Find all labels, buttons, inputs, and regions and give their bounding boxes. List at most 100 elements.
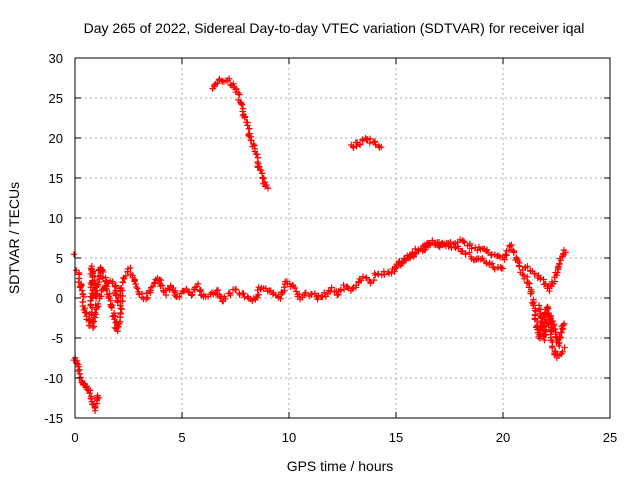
x-tick-label: 15 [389, 430, 403, 445]
data-point [562, 249, 569, 256]
data-point [311, 290, 319, 297]
data-point [102, 278, 109, 285]
data-point [554, 269, 561, 276]
data-point [547, 312, 554, 320]
data-point [94, 300, 102, 308]
data-point [257, 166, 265, 174]
series-arc-spikes [85, 262, 126, 335]
data-point [191, 286, 198, 294]
data-point [114, 328, 121, 335]
data-point [426, 241, 434, 248]
data-point [549, 317, 557, 325]
data-point [138, 290, 146, 298]
y-tick-label: 30 [49, 51, 63, 66]
axis-ticks: 0 5 10 15 20 25 -15 -10 -5 0 5 10 15 20 25 30 [44, 51, 617, 445]
data-point [381, 271, 388, 278]
data-point [561, 344, 568, 351]
data-point [375, 270, 382, 278]
data-point [240, 290, 247, 297]
data-point [103, 286, 110, 294]
data-point [87, 293, 94, 300]
data-point [460, 238, 467, 245]
series-arc-upper-band [393, 236, 506, 271]
data-point [556, 342, 563, 350]
data-point [458, 247, 466, 255]
data-point [372, 141, 379, 148]
data-point [344, 283, 351, 291]
data-point [122, 272, 129, 280]
data-point [541, 336, 548, 344]
data-point [423, 240, 431, 247]
data-point [92, 403, 99, 411]
data-point [301, 289, 309, 297]
series-arc-mid-high [348, 134, 385, 151]
data-point [510, 249, 518, 256]
data-point [247, 136, 254, 144]
data-point [531, 305, 539, 312]
data-point [227, 81, 234, 89]
series-arc-early-negative [70, 354, 102, 414]
data-point [98, 293, 105, 300]
data-point [356, 140, 364, 148]
data-point [255, 291, 262, 299]
data-point [232, 286, 240, 293]
x-tick-label: 5 [178, 430, 185, 445]
data-point [86, 390, 93, 397]
data-point [533, 323, 541, 330]
data-point [149, 283, 157, 290]
data-point [118, 305, 125, 313]
data-point [277, 295, 284, 302]
series-arc-late-dive [535, 302, 568, 350]
data-point [151, 280, 158, 287]
data-point [227, 291, 234, 299]
data-point [357, 277, 365, 284]
data-point [535, 305, 543, 313]
data-point [98, 267, 106, 274]
data-point [559, 348, 566, 356]
data-point [280, 284, 288, 291]
data-point [188, 292, 195, 299]
data-point [244, 122, 251, 129]
data-point [226, 75, 233, 82]
data-point [238, 101, 246, 108]
data-point [461, 239, 468, 246]
data-point [462, 251, 469, 258]
x-tick-label: 0 [71, 430, 78, 445]
data-point [193, 283, 201, 290]
data-point [546, 287, 553, 295]
data-point [107, 303, 115, 310]
data-point [94, 392, 101, 399]
data-point [499, 265, 506, 272]
data-point [159, 282, 166, 289]
data-point [557, 257, 564, 264]
data-point [134, 285, 141, 292]
data-point [556, 261, 563, 268]
data-point [412, 245, 419, 253]
data-point [410, 251, 418, 258]
data-point [402, 257, 410, 264]
data-point [194, 280, 202, 287]
data-point [144, 294, 151, 301]
data-point [111, 312, 119, 320]
data-point [308, 290, 316, 298]
data-point [119, 279, 126, 286]
data-point [222, 295, 229, 303]
data-point [88, 266, 95, 274]
data-point [532, 308, 540, 315]
y-tick-label: -10 [44, 371, 63, 386]
data-point [92, 295, 100, 302]
data-point [70, 251, 78, 258]
data-point [366, 139, 373, 147]
data-point [291, 284, 299, 292]
data-point [549, 343, 556, 350]
y-tick-label: 0 [56, 291, 63, 306]
data-point [118, 284, 125, 292]
data-point [127, 264, 134, 272]
data-point [483, 246, 491, 253]
data-point [256, 163, 263, 170]
data-point [438, 240, 445, 247]
data-point [121, 275, 128, 282]
data-point [543, 304, 551, 311]
